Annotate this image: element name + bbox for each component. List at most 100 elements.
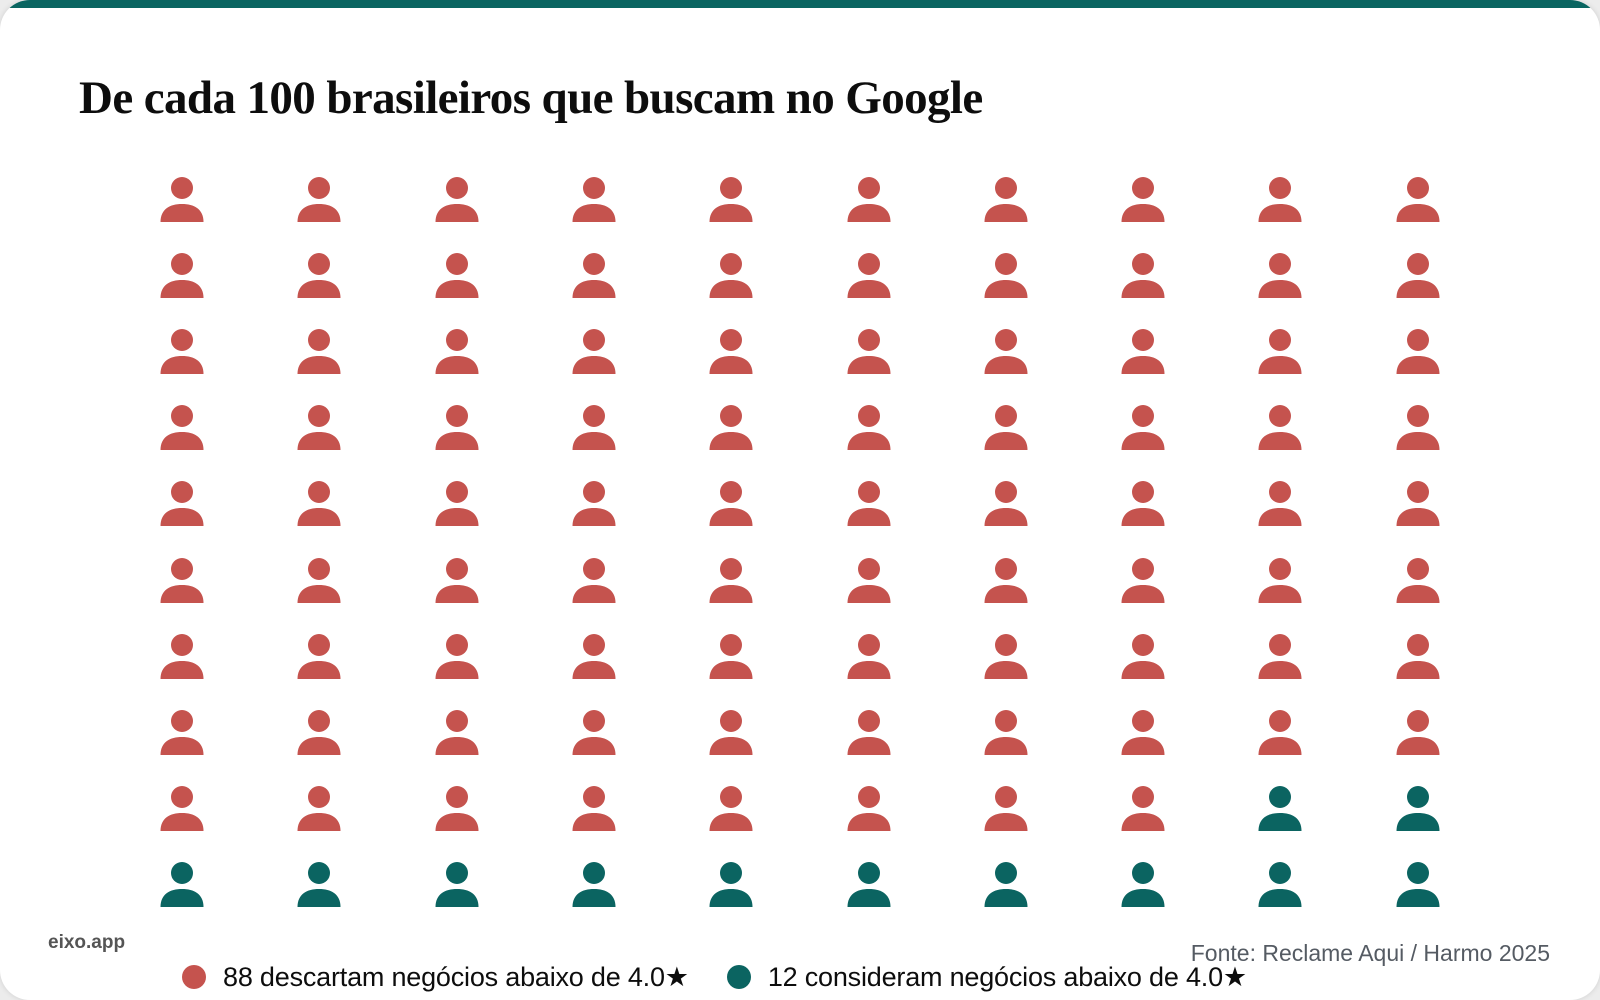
person-icon <box>847 861 891 907</box>
person-icon <box>984 557 1028 603</box>
person-icon <box>297 176 341 222</box>
person-icon <box>1121 252 1165 299</box>
legend-dot-icon <box>182 965 206 989</box>
person-icon <box>297 861 341 907</box>
legend-label: 88 descartam negócios abaixo de 4.0★ <box>223 961 689 992</box>
person-icon <box>572 557 616 603</box>
person-icon <box>709 861 753 907</box>
person-icon <box>1396 252 1440 299</box>
person-icon <box>984 252 1028 299</box>
person-icon <box>572 480 616 527</box>
person-icon <box>709 785 753 831</box>
person-icon <box>1396 480 1440 527</box>
person-icon <box>297 557 341 603</box>
person-icon <box>709 404 753 451</box>
person-icon <box>984 176 1028 222</box>
person-icon <box>1121 404 1165 451</box>
person-icon <box>1258 861 1302 907</box>
person-icon <box>297 709 341 755</box>
legend: 88 descartam negócios abaixo de 4.0★ 12 … <box>182 960 1285 994</box>
person-icon <box>1121 861 1165 907</box>
person-icon <box>1258 633 1302 679</box>
person-icon <box>572 328 616 375</box>
person-icon <box>1121 709 1165 755</box>
person-icon <box>160 328 204 375</box>
person-icon <box>847 480 891 527</box>
brand-label: eixo.app <box>48 932 126 953</box>
person-icon <box>1396 404 1440 451</box>
person-icon <box>984 709 1028 755</box>
person-icon <box>435 480 479 527</box>
person-icon <box>1121 176 1165 222</box>
person-icon <box>1258 557 1302 603</box>
person-icon <box>297 404 341 451</box>
person-icon <box>709 480 753 527</box>
person-icon <box>1396 709 1440 755</box>
person-icon <box>297 785 341 831</box>
person-icon <box>847 557 891 603</box>
person-icon <box>160 709 204 755</box>
person-icon <box>1258 404 1302 451</box>
person-icon <box>297 480 341 527</box>
person-icon <box>160 633 204 679</box>
person-icon <box>847 328 891 375</box>
person-icon <box>847 633 891 679</box>
person-icon <box>1121 557 1165 603</box>
person-icon <box>435 404 479 451</box>
legend-item-consider: 12 consideram negócios abaixo de 4.0★ <box>726 961 1247 993</box>
person-icon <box>1258 480 1302 527</box>
person-icon <box>847 404 891 451</box>
person-icon <box>160 557 204 603</box>
person-icon <box>435 861 479 907</box>
person-icon <box>160 404 204 451</box>
person-icon <box>572 176 616 222</box>
person-icon <box>160 785 204 831</box>
person-icon <box>1396 785 1440 831</box>
person-icon <box>709 557 753 603</box>
person-icon <box>572 709 616 755</box>
person-icon <box>572 404 616 451</box>
person-icon <box>1396 557 1440 603</box>
person-icon <box>847 252 891 299</box>
person-icon <box>572 861 616 907</box>
person-icon <box>1121 785 1165 831</box>
person-icon <box>572 633 616 679</box>
person-icon <box>847 709 891 755</box>
person-icon <box>984 633 1028 679</box>
person-icon <box>984 480 1028 527</box>
person-icon <box>160 252 204 299</box>
person-icon <box>435 252 479 299</box>
person-icon <box>160 480 204 527</box>
person-icon <box>435 633 479 679</box>
chart-title: De cada 100 brasileiros que buscam no Go… <box>79 72 983 124</box>
accent-top-bar <box>0 0 1600 8</box>
person-icon <box>1396 861 1440 907</box>
person-icon <box>1258 252 1302 299</box>
person-icon <box>1121 328 1165 375</box>
person-icon <box>1396 176 1440 222</box>
person-icon <box>709 709 753 755</box>
person-icon <box>435 709 479 755</box>
person-icon <box>984 404 1028 451</box>
legend-label: 12 consideram negócios abaixo de 4.0★ <box>767 961 1247 992</box>
person-icon <box>984 861 1028 907</box>
person-icon <box>1121 633 1165 679</box>
person-icon <box>160 176 204 222</box>
legend-dot-icon <box>726 965 751 989</box>
person-icon <box>297 252 341 299</box>
person-icon <box>160 861 204 907</box>
person-icon <box>709 633 753 679</box>
person-icon <box>1258 328 1302 375</box>
person-icon <box>1258 709 1302 755</box>
source-note: Fonte: Reclame Aqui / Harmo 2025 <box>1190 940 1550 966</box>
person-icon <box>572 785 616 831</box>
person-icon <box>709 252 753 299</box>
pictogram-grid <box>160 176 1440 907</box>
person-icon <box>435 328 479 375</box>
legend-item-discard: 88 descartam negócios abaixo de 4.0★ <box>182 962 689 993</box>
person-icon <box>984 328 1028 375</box>
person-icon <box>709 176 753 222</box>
person-icon <box>435 557 479 603</box>
person-icon <box>435 176 479 222</box>
person-icon <box>297 328 341 375</box>
